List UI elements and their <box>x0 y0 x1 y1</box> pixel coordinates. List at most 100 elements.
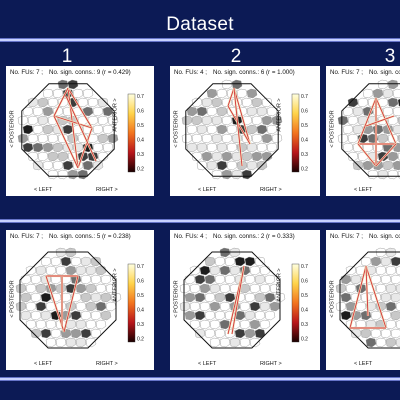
column-label-2: 2 <box>230 46 242 67</box>
electrode-cell <box>191 97 203 108</box>
electrode-cell <box>254 310 266 321</box>
electrode-cell <box>70 256 82 267</box>
fus-count: No. FUs: 7 ; <box>330 69 364 76</box>
electrode-cell <box>90 256 102 267</box>
electrode-cell <box>377 133 389 144</box>
electrode-cell <box>370 256 382 267</box>
electrode-cell <box>105 301 117 312</box>
fus-count: No. FUs: 7 ; <box>10 233 44 240</box>
electrode-cell <box>186 106 198 117</box>
anterior-label: ANTERIOR > <box>276 268 283 302</box>
topography-panel-6: No. FUs: 7 ; No. sign. conns.: 9 0.70.60.5… <box>326 230 400 370</box>
electrode-cell <box>45 337 57 348</box>
electrode-cell <box>97 115 109 126</box>
electrode-cell <box>219 265 231 276</box>
electrode-cell <box>395 301 400 311</box>
electrode-cell <box>392 124 400 135</box>
electrode-cell <box>35 283 47 294</box>
electrode-cell <box>55 265 67 276</box>
electrode-cell <box>337 115 349 126</box>
electrode-cell <box>206 160 218 171</box>
electrode-map: 0.70.60.50.40.30.2 <box>17 79 144 180</box>
electrode-cell <box>259 265 271 276</box>
electrode-cell <box>100 274 112 285</box>
electrode-cell <box>335 301 347 312</box>
colorbar-tick: 0.3 <box>137 322 144 328</box>
electrode-cell <box>251 151 263 162</box>
electrode-cell <box>32 124 44 135</box>
colorbar-tick: 0.3 <box>137 152 144 158</box>
electrode-cell <box>355 301 367 312</box>
colorbar <box>127 93 136 173</box>
electrode-cell <box>375 283 387 294</box>
electrode-cell <box>42 124 54 135</box>
posterior-label: < POSTERIOR <box>173 280 180 318</box>
electrode-cell <box>342 124 354 135</box>
electrode-cell <box>385 319 397 330</box>
electrode-cell <box>249 337 261 348</box>
electrode-cell <box>82 88 94 99</box>
electrode-cell <box>35 319 47 330</box>
electrode-cell <box>377 169 389 180</box>
electrode-cell <box>256 142 268 153</box>
electrode-cell <box>42 106 54 117</box>
electrode-cell <box>95 319 107 330</box>
electrode-cell <box>204 310 216 321</box>
electrode-cell <box>360 310 372 321</box>
panel-header: No. FUs: 7 ; No. sign. conns.: 9 <box>330 233 400 240</box>
electrode-cell <box>382 88 394 99</box>
electrode-cell <box>67 79 79 90</box>
colorbar-tick: 0.7 <box>301 94 308 100</box>
electrode-cell <box>239 319 251 330</box>
colorbar-tick: 0.5 <box>137 293 144 299</box>
electrode-map: 0.70.60.50.40.30.2 <box>335 247 400 349</box>
electrode-cell <box>47 97 59 108</box>
electrode-cell <box>392 106 400 117</box>
electrode-cell <box>52 142 64 153</box>
electrode-cell <box>199 301 211 312</box>
electrode-cell <box>50 256 62 267</box>
topography-panel-4: No. FUs: 7 ; No. sign. conns.: 5 (r = 0.2… <box>6 230 154 370</box>
electrode-cell <box>214 328 226 339</box>
electrode-cell <box>92 106 104 117</box>
electrode-cell <box>249 301 261 312</box>
electrode-cell <box>30 310 42 321</box>
electrode-cell <box>201 97 213 108</box>
electrode-cell <box>40 328 52 339</box>
electrode-cell <box>224 274 236 285</box>
electrode-cell <box>95 301 107 312</box>
colorbar-tick: 0.4 <box>301 138 308 144</box>
page-title: Dataset <box>166 14 234 35</box>
colorbar-tick: 0.4 <box>137 308 144 314</box>
electrode-cell <box>241 97 253 108</box>
electrode-cell <box>370 328 382 339</box>
electrode-cell <box>367 169 379 180</box>
electrode-cell <box>239 283 251 294</box>
electrode-cell <box>97 133 109 144</box>
fus-count: No. FUs: 7 ; <box>330 233 364 240</box>
colorbar-tick: 0.5 <box>301 123 308 129</box>
electrode-cell <box>85 283 97 294</box>
panel-header: No. FUs: 7 ; No. sign. conns.: 5 (r = 0.2… <box>10 233 154 240</box>
electrode-cell <box>30 328 42 339</box>
electrode-cell <box>254 256 266 267</box>
colorbar-tick: 0.3 <box>301 322 308 328</box>
electrode-cell <box>194 292 206 303</box>
electrode-cell <box>206 124 218 135</box>
electrode-cell <box>92 124 104 135</box>
electrode-cell <box>15 301 27 312</box>
electrode-cell <box>27 97 39 108</box>
electrode-cell <box>244 310 256 321</box>
electrode-cell <box>194 328 206 339</box>
electrode-cell <box>385 283 397 294</box>
connection-line-core <box>365 265 369 317</box>
connection-line-core <box>53 87 69 117</box>
colorbar-tick: 0.3 <box>301 152 308 158</box>
head-outline <box>341 83 400 177</box>
colorbar-tick: 0.7 <box>137 94 144 100</box>
electrode-cell <box>347 133 359 144</box>
electrode-cell <box>244 256 256 267</box>
electrode-cell <box>395 283 400 293</box>
electrode-cell <box>204 292 216 303</box>
electrode-cell <box>27 115 39 126</box>
